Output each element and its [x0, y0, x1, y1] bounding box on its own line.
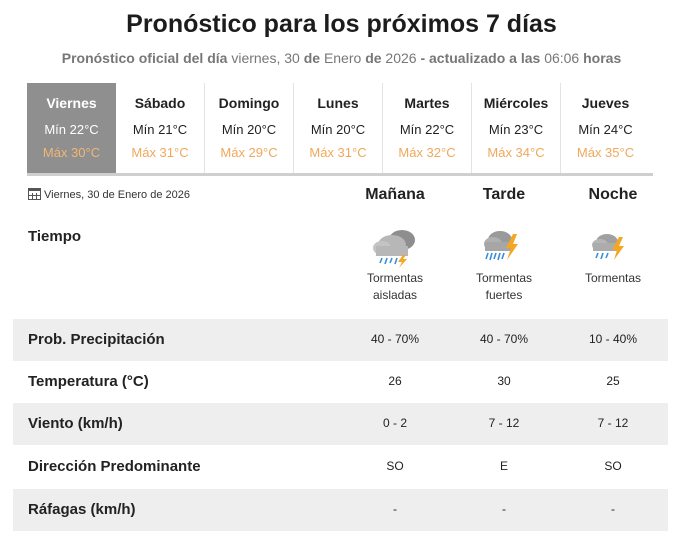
weather-desc-tarde: Tormentas fuertes	[475, 271, 533, 302]
day-max-temp: Máx 34°C	[487, 145, 545, 160]
row-value: 40 - 70%	[479, 332, 529, 346]
row-label: Prob. Precipitación	[28, 331, 165, 348]
forecast-subtitle: Pronóstico oficial del día viernes, 30 d…	[61, 50, 622, 66]
strong-thunderstorm-icon	[484, 231, 518, 261]
day-tab-miercoles[interactable]: Miércoles Mín 23°C Máx 34°C	[472, 83, 561, 173]
row-value: -	[611, 502, 615, 516]
day-name: Martes	[404, 95, 450, 111]
row-value: 40 - 70%	[370, 332, 420, 346]
weather-desc-manana: Tormentas aisladas	[366, 271, 424, 302]
row-value: 25	[606, 374, 620, 388]
day-min-temp: Mín 20°C	[310, 122, 366, 137]
row-wind: Viento (km/h) 0 - 2 7 - 12 7 - 12	[13, 403, 668, 445]
weather-desc-noche: Tormentas	[584, 271, 642, 285]
thunderstorm-icon	[592, 234, 624, 260]
row-gusts: Ráfagas (km/h) - - -	[13, 489, 668, 531]
day-tab-martes[interactable]: Martes Mín 22°C Máx 32°C	[383, 83, 472, 173]
row-precipitation: Prob. Precipitación 40 - 70% 40 - 70% 10…	[13, 319, 668, 361]
period-header-noche: Noche	[588, 186, 638, 203]
row-value: 7 - 12	[488, 416, 520, 430]
day-name: Jueves	[581, 95, 630, 111]
row-temperature: Temperatura (°C) 26 30 25	[13, 361, 668, 403]
row-value: 26	[388, 374, 402, 388]
row-value: -	[393, 502, 397, 516]
day-max-temp: Máx 32°C	[398, 145, 456, 160]
day-max-temp: Máx 29°C	[220, 145, 278, 160]
day-tab-viernes[interactable]: Viernes Mín 22°C Máx 30°C	[27, 83, 116, 173]
row-wind-direction: Dirección Predominante SO E SO	[13, 446, 668, 488]
day-name: Viernes	[46, 95, 97, 111]
day-min-temp: Mín 20°C	[221, 122, 277, 137]
day-min-temp: Mín 22°C	[44, 122, 99, 137]
day-min-temp: Mín 22°C	[399, 122, 455, 137]
row-label: Dirección Predominante	[28, 458, 201, 475]
calendar-icon	[28, 188, 41, 200]
day-tab-jueves[interactable]: Jueves Mín 24°C Máx 35°C	[561, 83, 650, 173]
row-value: SO	[604, 459, 622, 473]
day-name: Lunes	[317, 95, 359, 111]
day-min-temp: Mín 21°C	[132, 122, 188, 137]
day-name: Miércoles	[483, 95, 549, 111]
row-value: 7 - 12	[597, 416, 629, 430]
period-header-tarde: Tarde	[482, 186, 526, 203]
day-selector: Viernes Mín 22°C Máx 30°C Sábado Mín 21°…	[27, 83, 653, 176]
weather-label: Tiempo	[28, 228, 82, 245]
day-min-temp: Mín 24°C	[578, 122, 633, 137]
selected-date: Viernes, 30 de Enero de 2026	[28, 188, 190, 201]
row-value: 0 - 2	[382, 416, 407, 430]
day-tab-lunes[interactable]: Lunes Mín 20°C Máx 31°C	[294, 83, 383, 173]
row-value: -	[502, 502, 506, 516]
day-min-temp: Mín 23°C	[488, 122, 544, 137]
day-max-temp: Máx 30°C	[42, 145, 101, 160]
row-label: Ráfagas (km/h)	[28, 501, 136, 518]
thunderstorm-cloud-icon	[373, 230, 415, 268]
row-value: SO	[386, 459, 404, 473]
day-max-temp: Máx 31°C	[131, 145, 189, 160]
row-label: Temperatura (°C)	[28, 373, 149, 390]
day-name: Sábado	[134, 95, 186, 111]
day-tab-domingo[interactable]: Domingo Mín 20°C Máx 29°C	[205, 83, 294, 173]
day-max-temp: Máx 35°C	[576, 145, 635, 160]
row-value: 30	[497, 374, 511, 388]
period-header-manana: Mañana	[365, 186, 425, 203]
row-value: 10 - 40%	[588, 332, 638, 346]
day-max-temp: Máx 31°C	[309, 145, 367, 160]
day-name: Domingo	[218, 95, 280, 111]
row-value: E	[499, 459, 508, 473]
row-label: Viento (km/h)	[28, 415, 123, 432]
day-tab-sabado[interactable]: Sábado Mín 21°C Máx 31°C	[116, 83, 205, 173]
page-title: Pronóstico para los próximos 7 días	[126, 10, 557, 38]
